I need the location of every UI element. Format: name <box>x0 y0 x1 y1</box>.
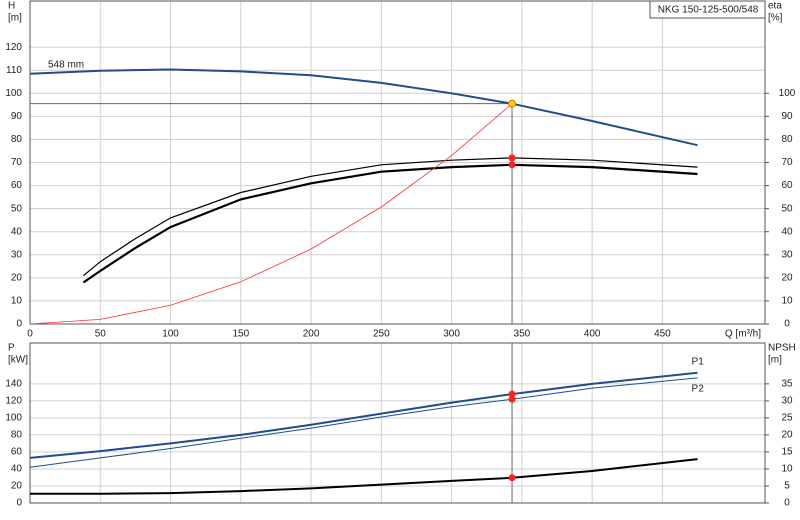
y2-tick-label: 10 <box>781 296 793 307</box>
y-tick-label: 0 <box>16 319 22 330</box>
y-tick-label: 120 <box>5 396 22 407</box>
plot-frame <box>29 342 766 504</box>
y2-tick-label: 100 <box>779 88 796 99</box>
curve <box>29 103 513 325</box>
y2-tick-label: 10 <box>781 464 793 475</box>
y2-axis-label: NPSH <box>768 343 796 354</box>
y-tick-label: 110 <box>6 65 22 76</box>
y2-tick-label: 60 <box>781 180 793 191</box>
y2-axis-label: [m] <box>768 355 782 366</box>
y-tick-label: 100 <box>5 88 22 99</box>
y-axis-label: H <box>8 1 15 12</box>
y-tick-label: 20 <box>11 481 23 492</box>
y-tick-label: 80 <box>11 134 23 145</box>
y-tick-label: 90 <box>11 111 23 122</box>
y-tick-label: 10 <box>11 296 23 307</box>
y-axis-label: P <box>8 343 15 354</box>
y2-tick-label: 30 <box>781 396 793 407</box>
y2-tick-label: 80 <box>781 134 793 145</box>
x-tick-label: 150 <box>232 329 249 340</box>
curve <box>83 157 698 277</box>
x-tick-label: 200 <box>303 329 320 340</box>
curve <box>29 371 698 459</box>
curve <box>29 377 698 468</box>
y2-tick-label: 20 <box>781 430 793 441</box>
y-tick-label: 0 <box>16 498 22 509</box>
x-tick-label: 450 <box>654 329 671 340</box>
y-axis-label: [m] <box>8 13 22 24</box>
y-tick-label: 120 <box>5 42 22 53</box>
y2-axis-label: [%] <box>768 13 783 24</box>
x-tick-label: 0 <box>27 329 33 340</box>
y-axis-label: [kW] <box>8 355 28 366</box>
marker <box>508 99 517 108</box>
y2-tick-label: 90 <box>781 111 793 122</box>
curve <box>82 163 698 284</box>
y-tick-label: 60 <box>11 180 23 191</box>
title-box <box>649 0 766 19</box>
y-tick-label: 50 <box>11 203 23 214</box>
y-tick-label: 100 <box>5 413 22 424</box>
y-tick-label: 30 <box>11 249 23 260</box>
x-tick-label: 250 <box>373 329 390 340</box>
y-tick-label: 40 <box>11 464 23 475</box>
y2-tick-label: 35 <box>781 378 793 389</box>
y2-tick-label: 40 <box>781 226 793 237</box>
y2-tick-label: 5 <box>784 481 790 492</box>
y-tick-label: 140 <box>5 378 22 389</box>
marker <box>508 395 516 403</box>
marker <box>508 161 516 169</box>
x-tick-label: 100 <box>162 329 179 340</box>
y2-tick-label: 0 <box>784 319 790 330</box>
chart-title: NKG 150-125-500/548 <box>658 5 759 16</box>
y2-tick-label: 0 <box>784 498 790 509</box>
marker <box>508 390 516 398</box>
curve-label: P1 <box>692 356 705 367</box>
x-axis-label: Q [m³/h] <box>725 329 761 340</box>
y-tick-label: 70 <box>11 157 23 168</box>
y-tick-label: 20 <box>11 272 23 283</box>
y2-tick-label: 50 <box>781 203 793 214</box>
y2-tick-label: 70 <box>781 157 793 168</box>
curve-label: 548 mm <box>48 59 84 70</box>
y2-tick-label: 25 <box>781 413 793 424</box>
x-tick-label: 50 <box>95 329 107 340</box>
x-tick-label: 400 <box>584 329 601 340</box>
curve <box>30 458 698 495</box>
y2-tick-label: 20 <box>781 272 793 283</box>
y2-tick-label: 30 <box>781 249 793 260</box>
plot-frame <box>29 0 766 325</box>
x-tick-label: 300 <box>443 329 460 340</box>
marker <box>508 474 516 482</box>
y2-tick-label: 15 <box>781 447 793 458</box>
y-tick-label: 60 <box>11 447 23 458</box>
marker <box>508 154 516 162</box>
curve-label: P2 <box>692 384 705 395</box>
x-tick-label: 350 <box>514 329 531 340</box>
y-tick-label: 40 <box>11 226 23 237</box>
y-tick-label: 80 <box>11 430 23 441</box>
y2-axis-label: eta <box>768 1 782 12</box>
curve <box>29 68 698 147</box>
